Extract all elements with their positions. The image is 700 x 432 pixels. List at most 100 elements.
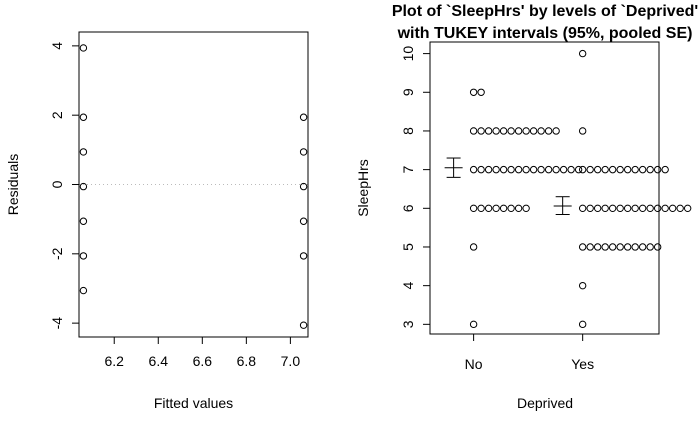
right-x-tick-label: Yes — [571, 356, 594, 372]
sleephrs-point — [499, 127, 508, 135]
left-plot-frame — [78, 31, 309, 338]
sleephrs-point — [653, 165, 662, 174]
left-x-tick-label: 6.6 — [193, 353, 213, 369]
left-x-axis-label: Fitted values — [154, 395, 233, 411]
sleephrs-point — [631, 243, 639, 251]
sleephrs-point — [631, 165, 639, 174]
left-y-tick-label: 2 — [49, 111, 65, 119]
residuals-plot: 6.2 6.4 6.6 6.8 7.0 -4 -2 0 2 4 Fitted values Re… — [5, 31, 309, 411]
sleephrs-point — [676, 204, 684, 213]
sleephrs-point — [477, 127, 485, 135]
sleephrs-point — [469, 243, 478, 251]
left-y-tick-label: -4 — [49, 317, 65, 330]
sleephrs-point — [522, 204, 530, 213]
sleephrs-point — [653, 204, 662, 213]
sleephrs-point — [578, 281, 587, 290]
right-x-tick-label: No — [465, 356, 483, 372]
sleephrs-plot: No Yes 3 4 5 6 7 8 9 10 Plot of `SleepHrs' by le… — [355, 3, 698, 411]
residual-point — [79, 252, 88, 260]
sleephrs-point — [552, 165, 560, 174]
sleephrs-point — [469, 204, 478, 213]
sleephrs-point — [683, 204, 692, 213]
sleephrs-point — [507, 165, 515, 174]
sleephrs-point — [601, 243, 609, 251]
left-y-tick-label: -2 — [49, 247, 65, 260]
sleephrs-point — [578, 165, 587, 174]
left-y-axis-label: Residuals — [5, 154, 21, 215]
sleephrs-point — [514, 127, 523, 135]
sleephrs-point — [537, 165, 545, 174]
left-y-tick-label: 4 — [49, 42, 65, 50]
residual-point — [299, 113, 308, 121]
sleephrs-point — [544, 165, 553, 174]
sleephrs-point — [608, 204, 617, 213]
sleephrs-point — [593, 204, 602, 213]
sleephrs-point — [484, 127, 493, 135]
sleephrs-point — [668, 204, 677, 213]
right-y-tick-label: 6 — [400, 204, 416, 212]
residual-point — [299, 217, 308, 225]
sleephrs-point — [608, 243, 617, 251]
right-y-tick-label: 3 — [400, 320, 416, 328]
sleephrs-point — [661, 165, 669, 174]
sleephrs-point — [507, 204, 515, 213]
sleephrs-point — [529, 165, 538, 174]
sleephrs-point — [522, 165, 530, 174]
left-x-tick-label: 6.2 — [104, 353, 124, 369]
sleephrs-point — [477, 165, 485, 174]
sleephrs-point — [646, 204, 654, 213]
residual-point — [79, 44, 88, 52]
sleephrs-point — [469, 320, 478, 329]
left-x-tick-label: 6.8 — [237, 353, 257, 369]
sleephrs-point — [522, 127, 530, 135]
right-x-axis-label: Deprived — [517, 395, 573, 411]
sleephrs-point — [608, 165, 617, 174]
sleephrs-point — [574, 165, 583, 174]
right-y-tick-label: 10 — [400, 46, 416, 62]
sleephrs-point — [477, 88, 485, 96]
sleephrs-point — [601, 204, 609, 213]
left-x-tick-label: 7.0 — [281, 353, 301, 369]
right-plot-frame — [429, 41, 660, 335]
sleephrs-point — [537, 127, 545, 135]
left-x-tick-label: 6.4 — [149, 353, 169, 369]
sleephrs-point — [601, 165, 609, 174]
sleephrs-point — [578, 243, 587, 251]
chart-title: Plot of `SleepHrs' by levels of `Deprive… — [392, 3, 698, 20]
sleephrs-point — [514, 204, 523, 213]
sleephrs-point — [623, 165, 632, 174]
residual-point — [299, 252, 308, 260]
right-y-tick-label: 4 — [400, 282, 416, 290]
sleephrs-point — [593, 165, 602, 174]
sleephrs-point — [499, 165, 508, 174]
right-y-axis-label: SleepHrs — [355, 159, 371, 217]
sleephrs-point — [646, 165, 654, 174]
sleephrs-point — [469, 127, 478, 135]
sleephrs-point — [578, 204, 587, 213]
residual-point — [79, 148, 88, 156]
right-y-tick-label: 9 — [400, 88, 416, 96]
residual-point — [79, 113, 88, 121]
sleephrs-point — [484, 204, 493, 213]
sleephrs-point — [616, 243, 624, 251]
residual-point — [299, 321, 308, 329]
right-y-tick-label: 7 — [400, 166, 416, 174]
sleephrs-point — [646, 243, 654, 251]
residual-point — [79, 217, 88, 225]
sleephrs-point — [507, 127, 515, 135]
sleephrs-point — [499, 204, 508, 213]
residual-point — [299, 182, 308, 191]
residual-point — [79, 286, 88, 295]
sleephrs-point — [567, 165, 575, 174]
sleephrs-point — [631, 204, 639, 213]
sleephrs-point — [578, 320, 587, 329]
sleephrs-point — [661, 204, 669, 213]
sleephrs-point — [638, 165, 647, 174]
sleephrs-point — [492, 165, 500, 174]
right-y-tick-label: 8 — [400, 127, 416, 135]
sleephrs-point — [514, 165, 523, 174]
sleephrs-point — [586, 204, 594, 213]
sleephrs-point — [578, 127, 587, 135]
residual-point — [79, 182, 88, 191]
sleephrs-point — [616, 165, 624, 174]
